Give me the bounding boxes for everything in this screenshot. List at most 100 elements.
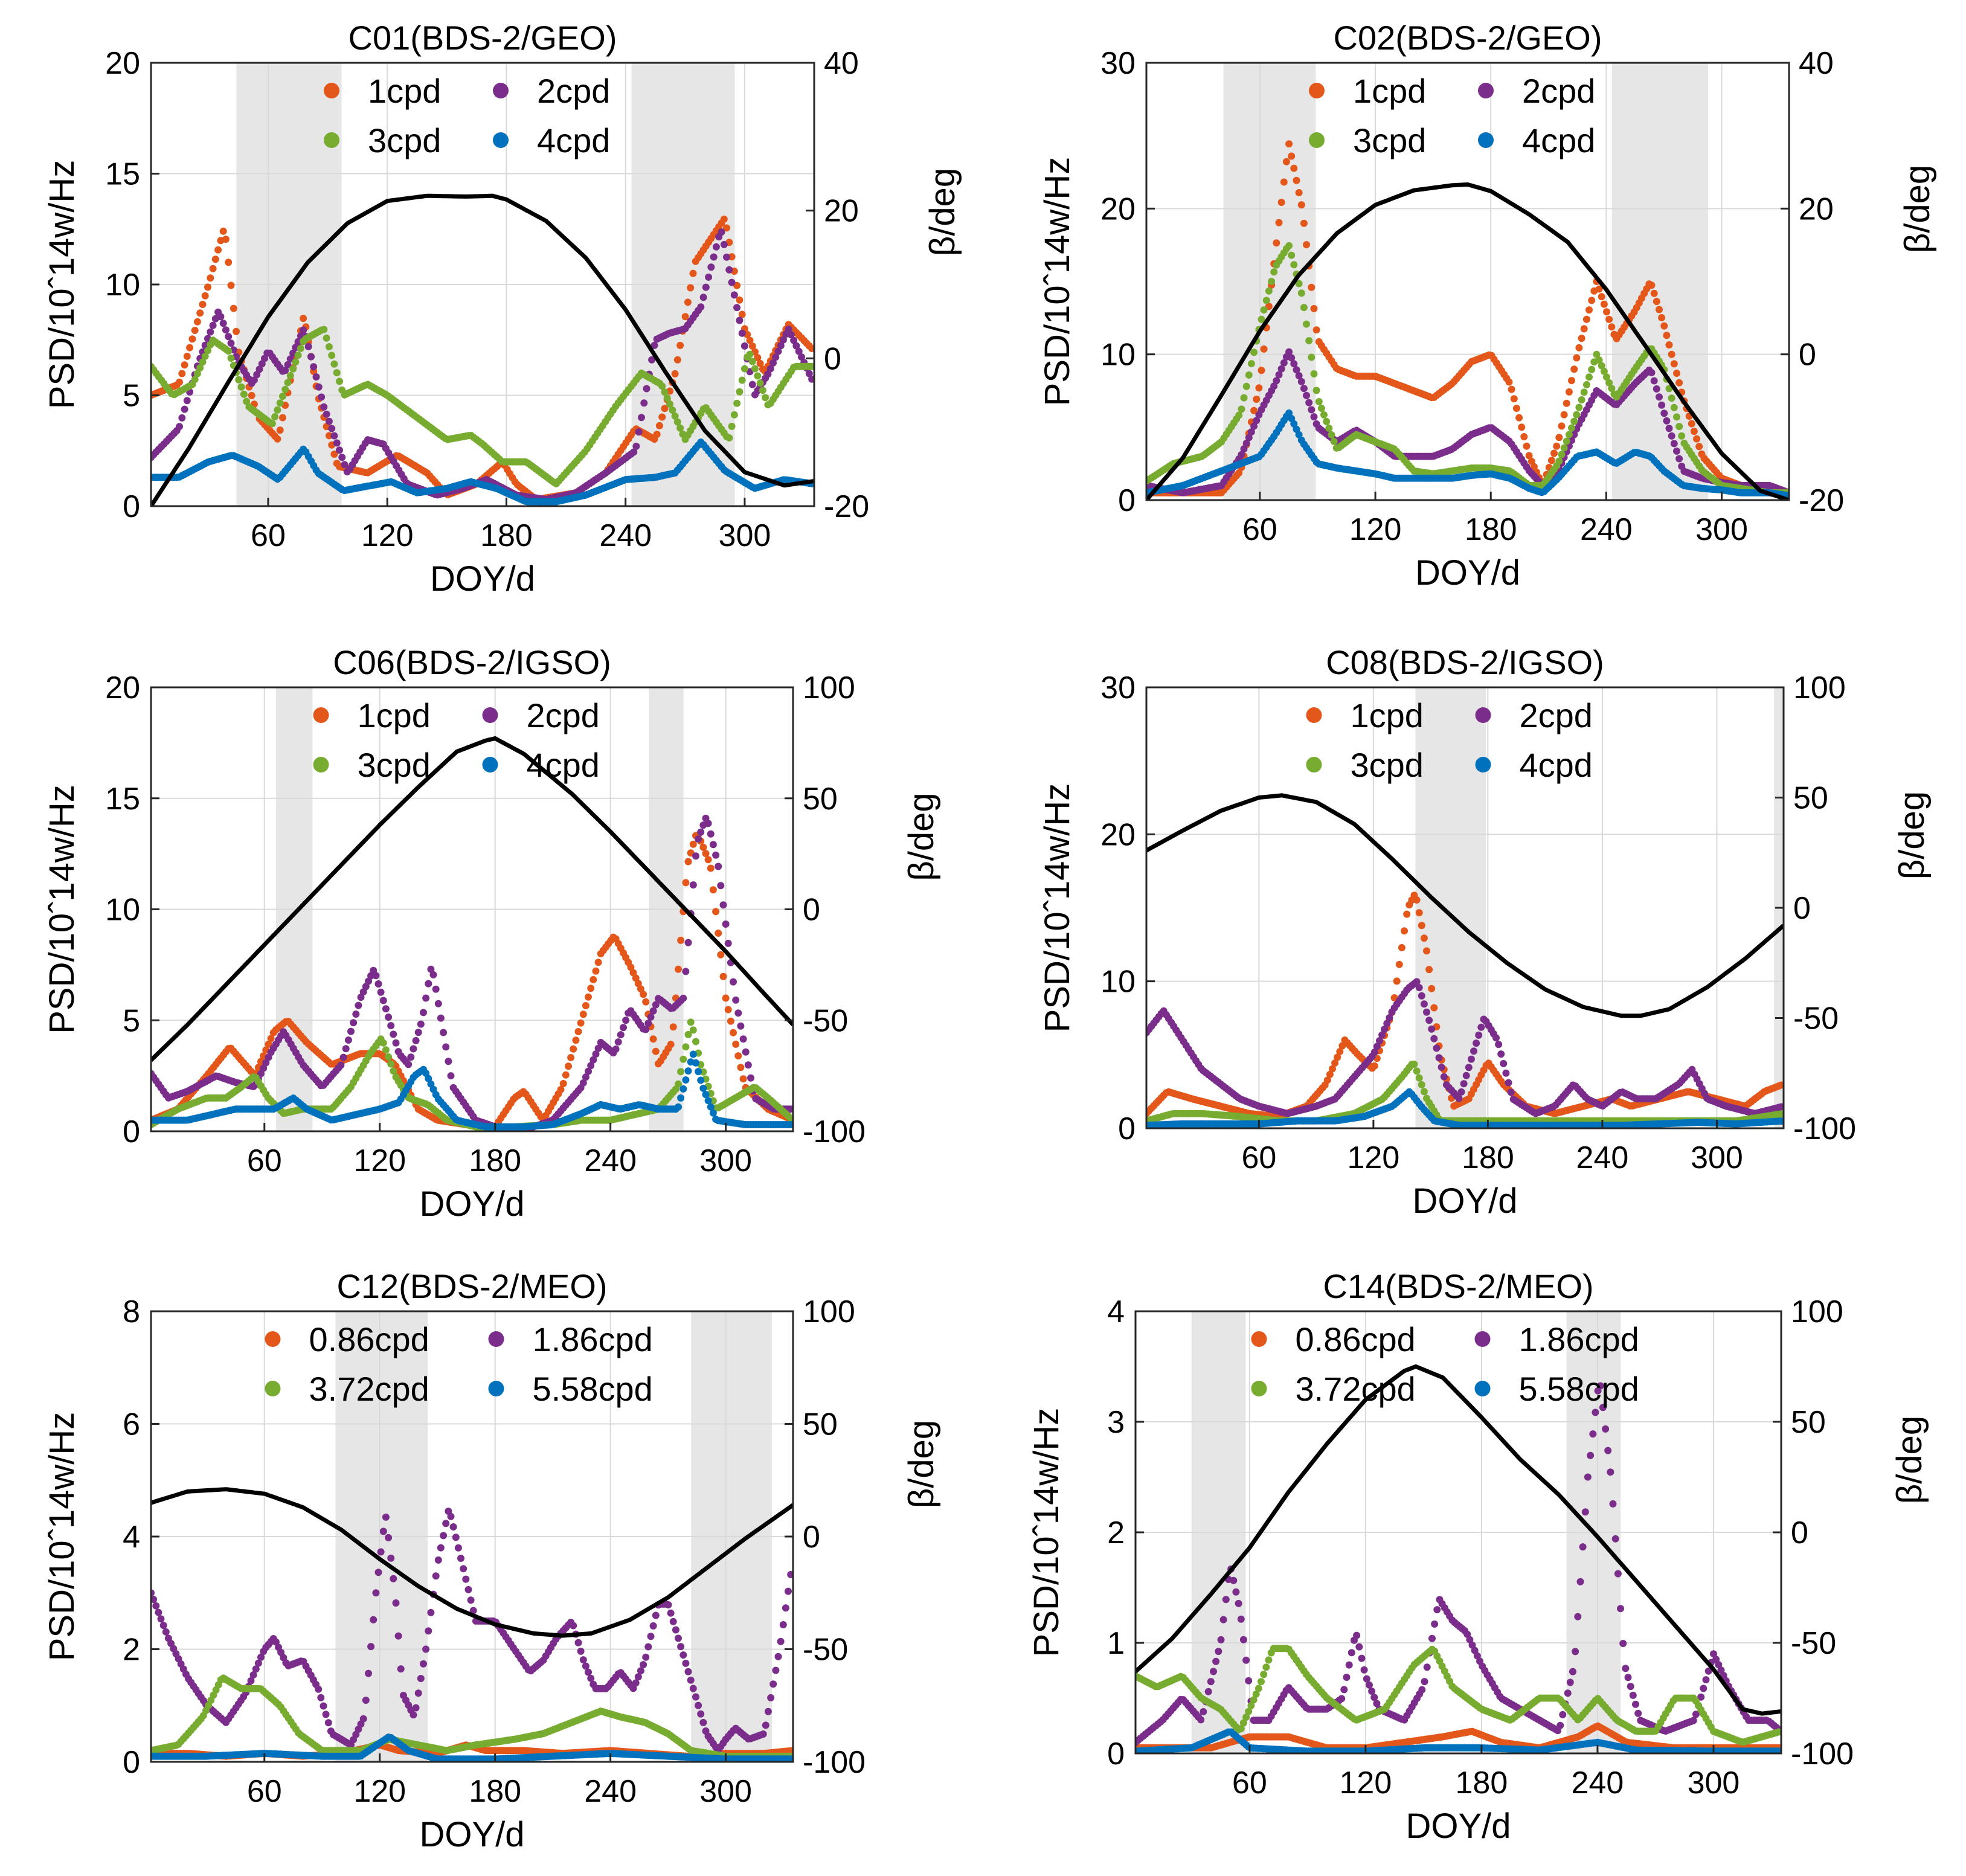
- y-axis-label: PSD/10ˆ14w/Hz: [1038, 783, 1077, 1033]
- y2-tick-label: 0: [1799, 338, 1816, 373]
- data-point: [377, 988, 385, 996]
- data-point: [1580, 325, 1588, 333]
- data-point: [1297, 377, 1305, 385]
- data-point: [732, 1040, 740, 1048]
- data-point: [1605, 315, 1613, 323]
- data-point: [284, 379, 292, 387]
- data-point: [699, 1084, 707, 1092]
- data-point: [643, 385, 651, 393]
- data-point: [434, 1000, 442, 1007]
- data-point: [1386, 1014, 1393, 1021]
- data-point: [682, 1043, 690, 1051]
- data-point: [1475, 1031, 1483, 1039]
- data-point: [1582, 381, 1590, 388]
- data-point: [1598, 362, 1605, 370]
- beta-angle-line: [1146, 793, 1784, 1018]
- data-point: [328, 352, 336, 359]
- data-point: [671, 412, 679, 420]
- data-point: [697, 303, 705, 311]
- data-point: [1415, 909, 1423, 917]
- data-point: [730, 978, 737, 986]
- data-point: [1530, 463, 1538, 471]
- data-point: [1555, 457, 1563, 465]
- data-point: [594, 1044, 602, 1052]
- data-point: [464, 1585, 472, 1593]
- data-point: [1497, 1050, 1505, 1058]
- y2-tick-label: 50: [1793, 781, 1828, 816]
- data-point: [1305, 337, 1313, 344]
- data-point: [1558, 422, 1566, 430]
- data-point: [785, 326, 792, 333]
- data-point: [736, 388, 744, 396]
- data-point: [1378, 1031, 1386, 1039]
- data-point: [1393, 977, 1401, 985]
- data-point: [407, 1053, 415, 1061]
- data-point: [385, 1053, 393, 1061]
- data-point: [684, 1030, 692, 1038]
- y2-tick-label: 20: [824, 194, 859, 229]
- data-point: [582, 1073, 589, 1081]
- data-point: [410, 1711, 417, 1719]
- data-point: [394, 1632, 402, 1640]
- data-point: [347, 1027, 355, 1035]
- legend-label: 2cpd: [1522, 72, 1595, 110]
- data-point: [637, 985, 644, 993]
- data-point: [191, 327, 199, 334]
- data-point: [692, 1038, 699, 1046]
- data-point: [1285, 409, 1293, 417]
- legend-label: 4cpd: [537, 121, 610, 159]
- data-point: [622, 1017, 630, 1024]
- x-axis-label: DOY/d: [419, 1184, 524, 1224]
- data-point: [1648, 369, 1656, 376]
- data-point: [764, 370, 772, 378]
- data-point: [417, 1020, 425, 1028]
- data-point: [422, 1069, 430, 1077]
- data-point: [707, 263, 715, 271]
- data-point: [1297, 201, 1305, 209]
- chart-title: C06(BDS-2/IGSO): [333, 643, 611, 681]
- data-point: [720, 240, 728, 248]
- x-tick-label: 120: [1348, 1140, 1400, 1175]
- data-point: [1430, 1004, 1438, 1012]
- data-point: [632, 442, 640, 450]
- legend-label: 1cpd: [358, 696, 431, 734]
- data-point: [350, 1019, 358, 1027]
- data-point: [300, 315, 307, 323]
- data-point: [574, 1639, 582, 1646]
- data-point: [709, 841, 717, 849]
- data-point: [746, 336, 754, 344]
- data-point: [1329, 1065, 1336, 1073]
- y-tick-label: 15: [105, 157, 140, 192]
- chart-title: C02(BDS-2/GEO): [1334, 19, 1602, 57]
- data-point: [682, 1659, 690, 1667]
- data-point: [1650, 289, 1658, 297]
- data-point: [704, 1097, 712, 1105]
- data-point: [183, 352, 191, 360]
- data-point: [1410, 1061, 1418, 1068]
- data-point: [634, 980, 642, 988]
- data-point: [787, 331, 795, 339]
- data-point: [1547, 457, 1555, 464]
- x-tick-label: 240: [599, 518, 652, 553]
- y-tick-label: 0: [1118, 1111, 1136, 1146]
- data-point: [214, 246, 222, 254]
- data-point: [1593, 350, 1601, 358]
- data-point: [754, 354, 762, 362]
- data-point: [323, 410, 330, 418]
- data-point: [300, 326, 307, 334]
- x-tick-label: 300: [699, 1143, 752, 1178]
- data-point: [1235, 411, 1243, 419]
- data-point: [1423, 947, 1430, 955]
- data-point: [1413, 1067, 1421, 1075]
- data-point: [689, 1685, 697, 1692]
- data-point: [427, 1608, 435, 1616]
- data-point: [467, 1596, 475, 1604]
- data-point: [447, 1072, 455, 1080]
- data-point: [1418, 1081, 1425, 1088]
- chart-panel-4: 60 120 180 240 3000102030-100-50050100C08(BD…: [1038, 643, 1932, 1221]
- data-point: [808, 345, 814, 352]
- data-point: [677, 936, 685, 944]
- data-point: [1293, 176, 1300, 184]
- x-tick-label: 180: [480, 518, 533, 553]
- legend-label: 4cpd: [1522, 121, 1595, 159]
